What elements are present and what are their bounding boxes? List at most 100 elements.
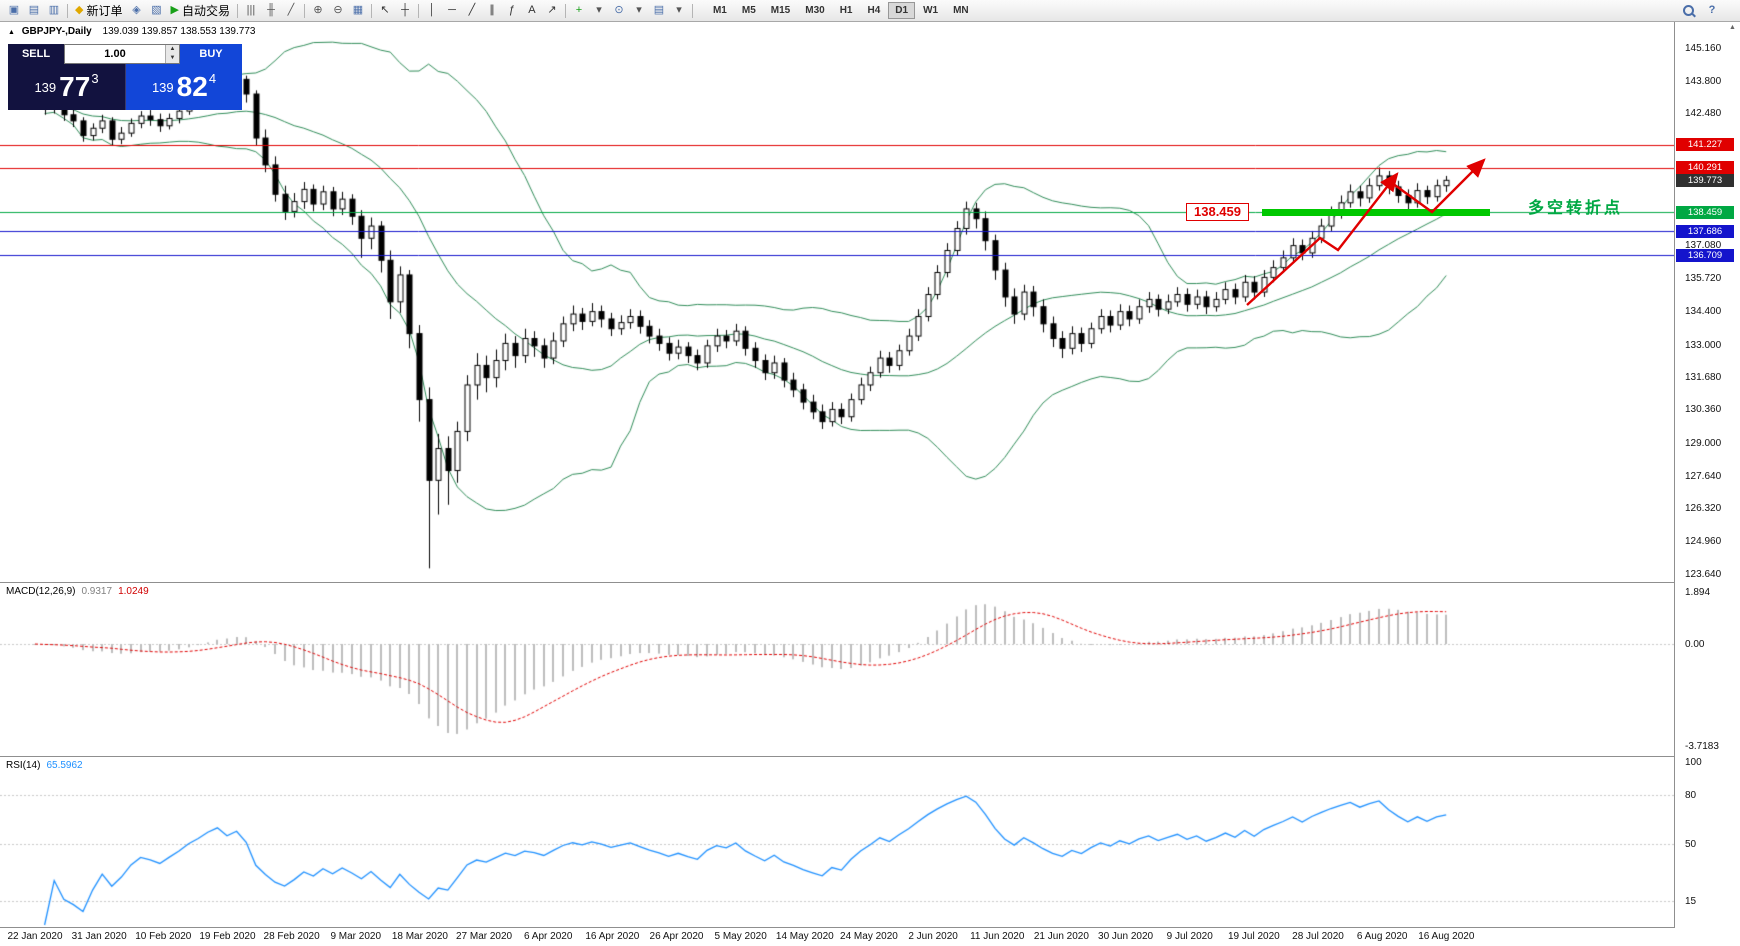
scroll-up-icon[interactable]: ▲	[1729, 24, 1736, 31]
autotrading-button[interactable]: ▶ 自动交易	[166, 2, 233, 20]
lot-increase-button[interactable]: ▲	[166, 45, 179, 54]
chart-plot-area[interactable]: ▲ GBPJPY-,Daily 139.039 139.857 138.553 …	[0, 22, 1674, 582]
indicators-dropdown-icon[interactable]: ▾	[589, 2, 609, 20]
price-axis[interactable]: 145.160 143.800 142.480 137.080 135.720 134.4…	[1674, 22, 1740, 928]
sell-button[interactable]: SELL	[8, 44, 64, 64]
terminal-icon[interactable]: ▧	[146, 2, 166, 20]
new-chart-icon[interactable]: ▣	[4, 2, 24, 20]
buy-price-prefix: 139	[151, 79, 174, 95]
candlestick-chart-icon[interactable]: ╫	[261, 2, 281, 20]
buy-price-sup: 4	[208, 70, 217, 86]
new-order-icon: ◆	[75, 4, 84, 16]
crosshair-icon[interactable]: ┼	[395, 2, 415, 20]
trendline-icon[interactable]: ╱	[462, 2, 482, 20]
sell-price[interactable]: 139 77 3	[8, 64, 126, 110]
macd-label: MACD(12,26,9) 0.9317 1.0249	[6, 586, 149, 597]
date-label: 24 May 2020	[840, 931, 898, 942]
lot-size-input[interactable]	[65, 45, 165, 63]
macd-tick-label: 1.894	[1685, 587, 1711, 599]
sell-price-big: 77	[59, 71, 91, 102]
search-icon	[1682, 5, 1694, 16]
one-click-collapse-icon[interactable]: ▲	[8, 29, 15, 36]
macd-panel-canvas[interactable]	[0, 583, 1674, 756]
chart-window-icon[interactable]: ◈	[126, 2, 146, 20]
chart-symbol-period: GBPJPY-,Daily	[21, 26, 92, 37]
price-tick-label: 145.160	[1685, 42, 1722, 54]
vertical-line-icon[interactable]: │	[422, 2, 442, 20]
indicators-icon[interactable]: +	[569, 2, 589, 20]
buy-price[interactable]: 139 82 4	[126, 64, 242, 110]
toolbar-separator	[691, 3, 693, 18]
arrows-objects-icon[interactable]: ↗	[542, 2, 562, 20]
timeframe-m30-button[interactable]: M30	[798, 2, 831, 19]
chart-title: ▲ GBPJPY-,Daily 139.039 139.857 138.553 …	[8, 26, 255, 37]
equidistant-channel-icon[interactable]: ∥	[482, 2, 502, 20]
autotrading-button-label: 自动交易	[181, 3, 230, 18]
date-label: 19 Jul 2020	[1227, 931, 1280, 942]
date-label: 26 Apr 2020	[649, 931, 704, 942]
sell-price-prefix: 139	[34, 79, 57, 95]
templates-dropdown-icon[interactable]: ▾	[669, 2, 689, 20]
cursor-icon[interactable]: ↖	[375, 2, 395, 20]
price-tick-label: 123.640	[1685, 568, 1722, 580]
rsi-value: 65.5962	[46, 760, 83, 771]
buy-price-big: 82	[176, 71, 208, 102]
periods-dropdown-icon[interactable]: ▾	[629, 2, 649, 20]
date-label: 28 Feb 2020	[263, 931, 320, 942]
fibonacci-icon[interactable]: ƒ	[502, 2, 522, 20]
new-order-button-label: 新订单	[86, 3, 123, 18]
text-label-icon[interactable]: A	[522, 2, 542, 20]
panel-separator[interactable]	[0, 756, 1740, 757]
date-label: 21 Jun 2020	[1033, 931, 1089, 942]
main-chart-canvas[interactable]	[0, 22, 1674, 582]
timeframe-m15-button[interactable]: M15	[764, 2, 797, 19]
price-callout-label[interactable]: 138.459	[1186, 203, 1249, 221]
rsi-panel-canvas[interactable]	[0, 757, 1674, 927]
panel-separator[interactable]	[0, 927, 1740, 928]
price-tag-138.459: 138.459	[1676, 205, 1734, 219]
date-label: 11 Jun 2020	[970, 931, 1025, 942]
buy-button[interactable]: BUY	[180, 44, 242, 64]
tile-windows-icon[interactable]: ▦	[348, 2, 368, 20]
timeframe-w1-button[interactable]: W1	[916, 2, 945, 19]
price-tick-label: 131.680	[1685, 372, 1722, 384]
price-tick-label: 135.720	[1685, 273, 1722, 285]
price-tick-label: 133.000	[1685, 339, 1722, 351]
macd-tick-label: 0.00	[1685, 639, 1705, 650]
timeframe-m1-button[interactable]: M1	[706, 2, 734, 19]
price-tag-136.709: 136.709	[1676, 248, 1734, 262]
panel-separator[interactable]	[0, 582, 1740, 583]
support-zone-bar[interactable]	[1262, 209, 1490, 216]
templates-icon[interactable]: ▤	[649, 2, 669, 20]
periods-icon[interactable]: ⊙	[609, 2, 629, 20]
profiles-icon[interactable]: ▤	[24, 2, 44, 20]
timeframe-h4-button[interactable]: H4	[860, 2, 887, 19]
price-tick-label: 124.960	[1685, 536, 1722, 548]
market-watch-icon[interactable]: ▥	[44, 2, 64, 20]
price-tag-140.291: 140.291	[1676, 161, 1734, 175]
help-button[interactable]: ?	[1702, 2, 1722, 20]
price-tag-139.773: 139.773	[1676, 173, 1734, 187]
zoom-out-icon[interactable]: ⊖	[328, 2, 348, 20]
timeframe-mn-button[interactable]: MN	[946, 2, 976, 19]
toolbar-separator	[236, 3, 238, 18]
search-button[interactable]	[1678, 2, 1698, 20]
rsi-tick-label: 100	[1685, 757, 1702, 768]
timeframe-h1-button[interactable]: H1	[833, 2, 860, 19]
date-label: 19 Feb 2020	[199, 931, 256, 942]
horizontal-line-icon[interactable]: ─	[442, 2, 462, 20]
date-axis[interactable]: 22 Jan 2020 31 Jan 2020 10 Feb 2020 19 Feb …	[0, 928, 1674, 946]
timeframe-d1-button[interactable]: D1	[888, 2, 916, 19]
turning-point-annotation[interactable]: 多空转折点	[1528, 200, 1624, 217]
price-tick-label: 129.000	[1685, 437, 1722, 449]
timeframe-m5-button[interactable]: M5	[735, 2, 763, 19]
zoom-in-icon[interactable]: ⊕	[308, 2, 328, 20]
date-label: 10 Feb 2020	[135, 931, 192, 942]
new-order-button[interactable]: ◆ 新订单	[71, 2, 126, 20]
rsi-indicator-name: RSI(14)	[6, 760, 41, 771]
lot-decrease-button[interactable]: ▼	[166, 54, 179, 63]
bar-chart-icon[interactable]: |||	[241, 2, 261, 20]
line-chart-icon[interactable]: ╱	[281, 2, 301, 20]
rsi-label: RSI(14) 65.5962	[6, 760, 83, 771]
